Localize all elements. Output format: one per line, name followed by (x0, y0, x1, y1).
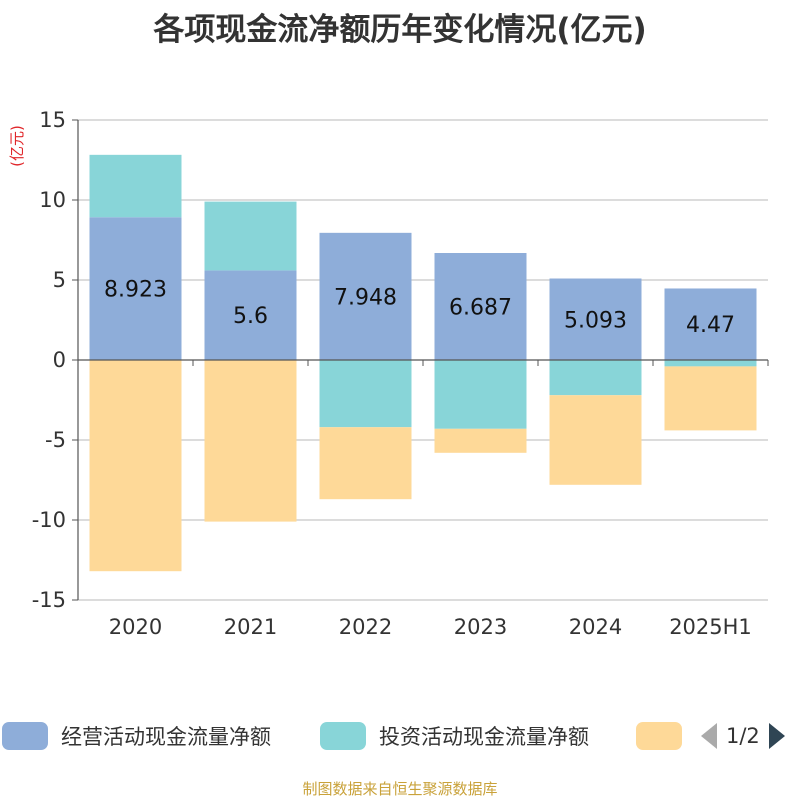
bar-series-2-2025H1 (664, 366, 757, 431)
bar-series-2-2024 (549, 395, 642, 485)
bar-series-1-2020 (89, 154, 182, 218)
y-tick-label: 0 (53, 348, 66, 372)
y-tick-label: 10 (39, 188, 66, 212)
bar-series-1-2025H1 (664, 360, 757, 367)
bar-series-0-2024 (549, 278, 642, 360)
bar-series-0-2025H1 (664, 288, 757, 360)
bar-series-0-2022 (319, 232, 412, 360)
y-tick-label: 5 (53, 268, 66, 292)
bar-series-2-2022 (319, 427, 412, 500)
legend-page-indicator: 1/2 (726, 724, 760, 748)
x-tick-label: 2020 (109, 615, 162, 639)
legend-swatch-operating (2, 722, 48, 750)
data-labels: 8.923 5.6 7.948 6.687 5.093 4.47 (104, 278, 735, 339)
data-label-2025H1: 4.47 (686, 313, 735, 338)
x-tick-label: 2021 (224, 615, 277, 639)
prev-page-icon[interactable] (700, 722, 718, 750)
legend-swatch-financing (636, 722, 682, 750)
data-label-2024: 5.093 (564, 308, 627, 333)
legend-item-operating[interactable]: 经营活动现金流量净额 (2, 716, 271, 756)
data-label-2022: 7.948 (334, 285, 397, 310)
next-page-icon[interactable] (768, 722, 786, 750)
legend-pager: 1/2 (700, 716, 786, 756)
legend-item-financing[interactable] (636, 716, 682, 756)
y-tick-label: -10 (32, 508, 66, 532)
bar-series-1-2022 (319, 360, 412, 428)
bar-chart: 15 10 5 0 -5 -10 -15 2020 2021 2022 2023 2024 2025H1… (8, 108, 769, 639)
x-tick-label: 2023 (454, 615, 507, 639)
bar-series-0-2023 (434, 253, 527, 360)
bar-series-2-2023 (434, 428, 527, 453)
bars (89, 154, 757, 572)
data-label-2021: 5.6 (233, 304, 268, 329)
axes: 15 10 5 0 -5 -10 -15 2020 2021 2022 2023 2024 2025H1 (32, 108, 769, 639)
y-axis-label: (亿元) (8, 125, 26, 167)
y-tick-label: -15 (32, 588, 66, 612)
legend-item-investing[interactable]: 投资活动现金流量净额 (320, 716, 589, 756)
x-tick-label: 2025H1 (669, 615, 752, 639)
bar-series-2-2021 (204, 360, 297, 522)
bar-series-0-2021 (204, 270, 297, 360)
y-tick-label: 15 (39, 108, 66, 132)
bar-series-2-2020 (89, 360, 182, 572)
legend-label-investing: 投资活动现金流量净额 (379, 725, 589, 749)
bar-series-1-2021 (204, 201, 297, 271)
legend: 经营活动现金流量净额 投资活动现金流量净额 1/2 (0, 716, 800, 756)
bar-series-1-2024 (549, 360, 642, 396)
grid-lines (78, 119, 768, 601)
x-tick-label: 2024 (569, 615, 622, 639)
y-tick-label: -5 (45, 428, 66, 452)
x-tick-label: 2022 (339, 615, 392, 639)
bar-series-0-2020 (89, 217, 182, 360)
legend-swatch-investing (320, 722, 366, 750)
source-note: 制图数据来自恒生聚源数据库 (302, 780, 498, 798)
data-label-2020: 8.923 (104, 278, 167, 303)
chart-title: 各项现金流净额历年变化情况(亿元) (153, 12, 647, 48)
legend-label-operating: 经营活动现金流量净额 (61, 725, 271, 749)
data-label-2023: 6.687 (449, 296, 512, 321)
bar-series-1-2023 (434, 360, 527, 429)
